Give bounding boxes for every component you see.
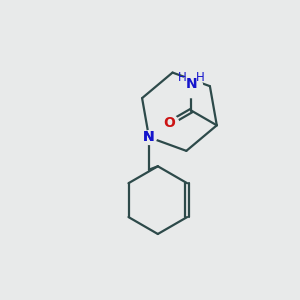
Text: N: N bbox=[143, 130, 155, 144]
Text: N: N bbox=[143, 130, 155, 144]
Text: O: O bbox=[164, 116, 176, 130]
Text: H: H bbox=[178, 71, 186, 84]
Text: N: N bbox=[185, 77, 197, 91]
Text: H: H bbox=[196, 71, 205, 84]
